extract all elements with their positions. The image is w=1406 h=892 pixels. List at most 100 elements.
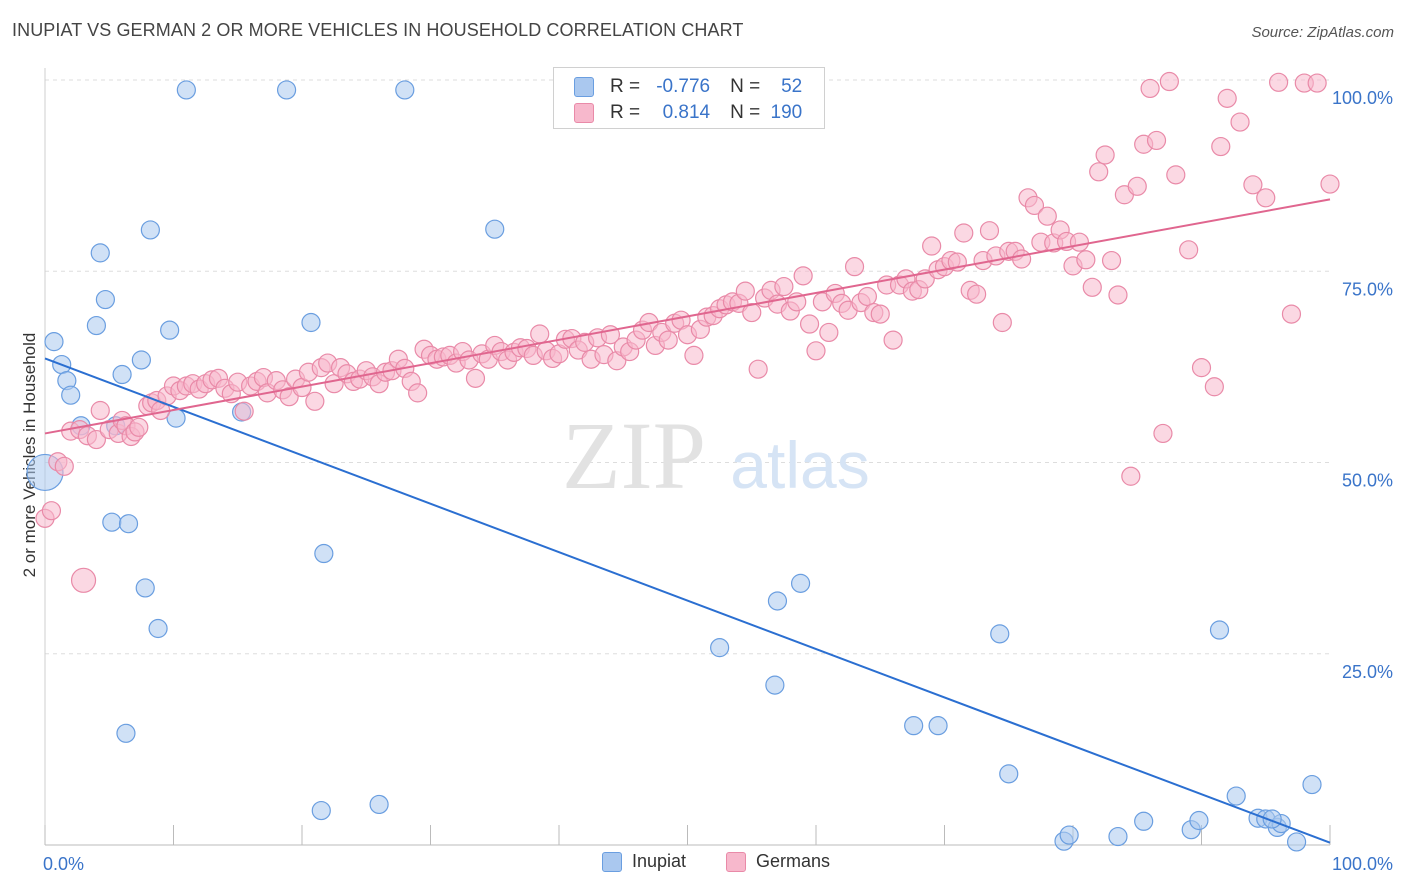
germans-point <box>1095 145 1115 165</box>
germans-point <box>979 221 1000 241</box>
y-tick-label: 50.0% <box>1342 471 1393 491</box>
germans-point <box>129 417 149 437</box>
germans-point <box>967 284 987 304</box>
n-value: 190 <box>770 102 803 123</box>
germans-point <box>1069 232 1090 252</box>
germans-point <box>735 281 755 301</box>
watermark: ZIP atlas <box>562 402 870 509</box>
germans-point <box>1281 304 1302 324</box>
germans-point <box>857 286 878 307</box>
germans-point <box>658 330 678 350</box>
trend-lines <box>44 198 1331 844</box>
germans-point <box>530 324 550 344</box>
germans-point <box>799 314 820 334</box>
stats-row-inupiat: R = -0.776 N = 52 <box>574 75 802 99</box>
germans-point <box>1127 176 1147 196</box>
germans-point <box>1256 188 1276 208</box>
inupiat-point <box>314 543 334 564</box>
inupiat-point <box>928 716 948 736</box>
r-label: R = <box>610 76 641 97</box>
legend-item-germans[interactable]: Germans <box>726 851 830 872</box>
legend-label-germans: Germans <box>756 851 831 871</box>
inupiat-point <box>369 794 389 815</box>
inupiat-point <box>131 350 151 370</box>
inupiat-point <box>1134 811 1154 831</box>
legend-swatch-germans <box>726 851 746 872</box>
inupiat-swatch <box>574 77 594 97</box>
inupiat-point <box>1059 825 1079 845</box>
germans-point <box>1011 249 1032 269</box>
r-value: 0.814 <box>662 102 711 123</box>
germans-point <box>1166 165 1186 185</box>
inupiat-point <box>112 364 132 385</box>
germans-point <box>742 302 762 323</box>
germans-point <box>1153 423 1173 444</box>
trend-line-germans <box>44 198 1331 435</box>
inupiat-point <box>710 638 730 658</box>
germans-point <box>1108 285 1128 305</box>
tick-labels: 100.0% 75.0% 50.0% 25.0% 0.0% 100.0% <box>43 88 1393 874</box>
germans-point <box>1037 206 1057 226</box>
inupiat-point <box>135 578 155 598</box>
inupiat-point <box>790 573 811 593</box>
inupiat-point <box>1209 620 1230 640</box>
germans-point <box>86 429 107 450</box>
x-tick-label-min: 0.0% <box>43 854 84 874</box>
germans-point <box>1076 250 1096 270</box>
series-inupiat <box>26 80 1322 852</box>
inupiat-point <box>767 591 788 611</box>
germans-point <box>234 401 254 421</box>
inupiat-point <box>276 80 297 100</box>
legend-swatch-inupiat <box>602 851 622 872</box>
inupiat-point <box>311 800 331 821</box>
germans-point <box>1191 358 1212 378</box>
chart-title: INUPIAT VS GERMAN 2 OR MORE VEHICLES IN … <box>12 20 744 40</box>
germans-point <box>305 391 325 411</box>
germans-point <box>684 345 704 365</box>
germans-point <box>774 276 794 297</box>
inupiat-point <box>1302 774 1322 795</box>
germans-point <box>1179 240 1199 260</box>
germans-point <box>70 567 97 593</box>
inupiat-point <box>395 80 415 100</box>
watermark-zip: ZIP <box>562 402 706 509</box>
germans-point <box>1146 130 1167 151</box>
inupiat-point <box>86 315 107 336</box>
inupiat-point <box>102 512 122 532</box>
stats-row-germans: R = 0.814 N = 190 <box>574 101 802 125</box>
y-tick-label: 25.0% <box>1342 662 1393 682</box>
germans-point <box>1121 466 1141 486</box>
germans-point <box>1230 112 1250 132</box>
inupiat-point <box>485 219 505 239</box>
germans-point <box>1268 72 1289 92</box>
inupiat-point <box>765 675 785 695</box>
germans-swatch <box>574 103 594 123</box>
germans-point <box>41 501 62 521</box>
inupiat-point <box>90 243 110 263</box>
r-label: R = <box>610 102 641 123</box>
inupiat-point <box>990 624 1010 644</box>
x-tick-label-max: 100.0% <box>1332 854 1393 874</box>
germans-point <box>90 400 110 421</box>
germans-point <box>54 456 74 476</box>
n-label: N = <box>730 102 761 123</box>
inupiat-point <box>116 723 136 743</box>
germans-point <box>1089 162 1109 182</box>
series-germans <box>35 71 1340 593</box>
germans-point <box>1217 88 1237 108</box>
germans-point <box>1307 73 1327 93</box>
germans-point <box>870 304 890 324</box>
legend-item-inupiat[interactable]: Inupiat <box>602 851 686 872</box>
trend-line-inupiat <box>44 357 1331 844</box>
inupiat-point <box>301 312 321 333</box>
inupiat-point <box>61 385 81 405</box>
germans-point <box>1024 195 1045 216</box>
inupiat-point <box>95 289 115 310</box>
germans-point <box>748 359 768 379</box>
germans-point <box>1243 175 1263 195</box>
y-tick-label: 75.0% <box>1342 279 1393 299</box>
germans-point <box>844 257 865 277</box>
germans-point <box>806 341 826 361</box>
germans-point <box>1204 377 1224 397</box>
